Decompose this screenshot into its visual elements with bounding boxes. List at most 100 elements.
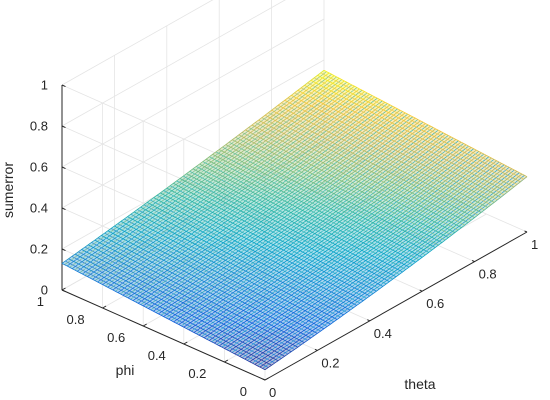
mesh-segment <box>165 317 169 320</box>
mesh-segment <box>169 311 173 314</box>
mesh-segment <box>271 362 275 366</box>
y-axis-line <box>61 289 266 381</box>
mesh-segment <box>197 326 201 329</box>
mesh-segment <box>300 342 305 346</box>
mesh-segment <box>307 337 312 341</box>
mesh-segment <box>174 314 178 317</box>
mesh-segment <box>336 316 341 320</box>
mesh-segment <box>366 295 370 299</box>
mesh-segment <box>193 332 197 335</box>
mesh-segment <box>487 204 492 208</box>
mesh-segment <box>173 321 177 324</box>
mesh-segment <box>170 320 174 323</box>
mesh-segment <box>220 338 224 341</box>
mesh-segment <box>132 300 136 303</box>
mesh-segment <box>153 310 157 313</box>
mesh-segment <box>61 263 65 265</box>
mesh-segment <box>480 209 485 213</box>
mesh-segment <box>507 189 511 193</box>
mesh-segment <box>405 266 410 270</box>
mesh-segment <box>211 341 215 344</box>
mesh-segment <box>344 304 349 308</box>
mesh-segment <box>150 309 154 312</box>
mesh-segment <box>72 268 75 271</box>
mesh-segment <box>353 305 357 309</box>
mesh-segment <box>99 283 103 285</box>
mesh-segment <box>315 325 320 329</box>
mesh-segment <box>221 346 225 349</box>
mesh-segment <box>64 264 68 267</box>
mesh-segment <box>268 363 272 366</box>
mesh-segment <box>127 297 131 300</box>
mesh-segment <box>110 288 113 291</box>
mesh-segment <box>274 360 279 364</box>
mesh-segment <box>244 358 248 361</box>
mesh-segment <box>196 333 200 336</box>
mesh-segment <box>210 333 214 335</box>
mesh-segment <box>125 296 129 299</box>
mesh-segment <box>66 265 70 268</box>
mesh-segment <box>282 348 287 352</box>
mesh-segment <box>145 306 149 309</box>
mesh-segment <box>187 321 191 323</box>
mesh-segment <box>201 336 205 339</box>
mesh-segment <box>195 325 199 327</box>
mesh-segment <box>322 321 326 325</box>
mesh-segment <box>177 315 181 318</box>
mesh-segment <box>359 300 364 304</box>
mesh-segment <box>438 242 443 246</box>
mesh-segment <box>348 302 352 306</box>
mesh-segment <box>233 345 237 347</box>
mesh-segment <box>376 288 380 292</box>
mesh-segment <box>192 323 196 326</box>
mesh-segment <box>89 277 93 280</box>
mesh-segment <box>292 341 297 345</box>
mesh-segment <box>207 331 211 334</box>
mesh-segment <box>399 271 403 275</box>
mesh-segment <box>224 348 228 351</box>
mesh-segment <box>304 340 308 343</box>
mesh-segment <box>235 346 239 349</box>
mesh-segment <box>317 330 321 334</box>
mesh-segment <box>219 345 223 348</box>
mesh-segment <box>185 319 188 322</box>
mesh-segment <box>377 281 382 284</box>
mesh-segment <box>158 313 162 316</box>
mesh-segment <box>107 287 111 289</box>
mesh-segment <box>188 329 192 332</box>
mesh-segment <box>458 227 462 231</box>
mesh-segment <box>247 360 250 363</box>
mesh-segment <box>363 298 367 301</box>
mesh-segment <box>294 346 298 350</box>
mesh-segment <box>510 186 515 190</box>
mesh-segment <box>84 275 88 277</box>
mesh-segment <box>248 353 252 355</box>
mesh-segment <box>230 343 234 346</box>
mesh-segment <box>178 324 182 327</box>
mesh-segment <box>263 361 267 363</box>
mesh-segment <box>254 364 258 367</box>
mesh-segment <box>263 362 267 366</box>
mesh-segment <box>325 318 329 322</box>
mesh-segment <box>252 362 255 365</box>
mesh-segment <box>500 194 505 198</box>
mesh-segment <box>253 355 257 358</box>
mesh-segment <box>176 322 179 325</box>
mesh-segment <box>371 285 375 289</box>
gridline-y-floor <box>61 141 325 291</box>
mesh-segment <box>238 347 242 350</box>
mesh-segment <box>441 239 446 243</box>
mesh-segment <box>402 269 406 273</box>
mesh-segment <box>354 297 359 301</box>
mesh-segment <box>302 335 306 338</box>
mesh-segment <box>269 357 274 361</box>
mesh-segment <box>77 271 80 273</box>
mesh-segment <box>327 323 331 327</box>
mesh-segment <box>236 354 240 357</box>
mesh-segment <box>256 357 260 359</box>
mesh-segment <box>163 316 167 319</box>
gridline-y-floor <box>143 177 406 327</box>
mesh-segment <box>418 257 423 261</box>
mesh-segment <box>168 318 172 321</box>
mesh-segment <box>206 338 210 341</box>
